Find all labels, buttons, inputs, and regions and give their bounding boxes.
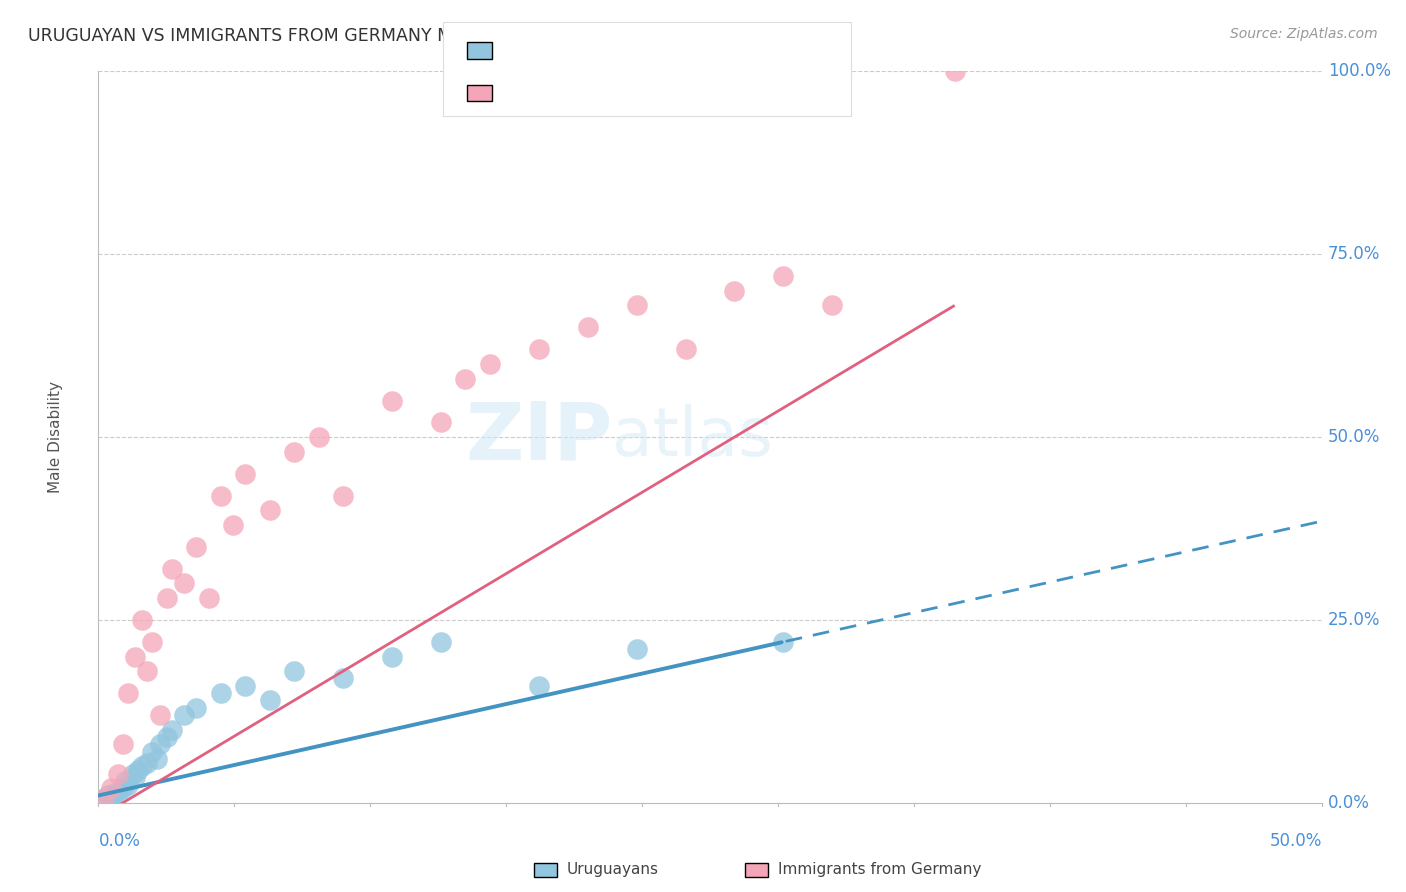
Point [233, 679, 256, 693]
Text: atlas: atlas [612, 404, 773, 470]
Point [186, 540, 208, 554]
Point [173, 576, 195, 591]
Point [117, 686, 139, 700]
Text: 50.0%: 50.0% [1327, 428, 1381, 446]
Point [233, 467, 256, 481]
Point [576, 320, 599, 334]
Text: 100.0%: 100.0% [1327, 62, 1391, 80]
Point [131, 613, 153, 627]
Point [675, 343, 697, 357]
Point [626, 298, 648, 312]
Text: 0.0%: 0.0% [1327, 794, 1369, 812]
Text: Uruguayans: Uruguayans [567, 863, 658, 877]
Point [381, 649, 404, 664]
Point [107, 787, 129, 801]
Point [100, 789, 122, 804]
Point [527, 679, 550, 693]
Point [478, 357, 501, 371]
Point [117, 777, 139, 792]
Point [626, 642, 648, 657]
Point [259, 693, 281, 707]
Point [381, 393, 404, 408]
Text: URUGUAYAN VS IMMIGRANTS FROM GERMANY MALE DISABILITY CORRELATION CHART: URUGUAYAN VS IMMIGRANTS FROM GERMANY MAL… [28, 27, 779, 45]
Text: R = 0.425   N = 30: R = 0.425 N = 30 [503, 42, 688, 60]
Point [107, 766, 129, 780]
Point [100, 781, 122, 796]
Point [332, 489, 354, 503]
Point [124, 649, 146, 664]
Point [430, 635, 453, 649]
Point [186, 700, 208, 714]
Point [332, 672, 354, 686]
Point [527, 343, 550, 357]
Point [114, 773, 136, 788]
Point [173, 708, 195, 723]
Text: Male Disability: Male Disability [48, 381, 63, 493]
Point [141, 745, 163, 759]
Point [97, 789, 120, 803]
Point [454, 371, 477, 385]
Point [146, 752, 169, 766]
Point [197, 591, 219, 605]
Point [136, 664, 159, 678]
Point [121, 766, 143, 780]
Point [149, 737, 172, 751]
Text: 75.0%: 75.0% [1327, 245, 1381, 263]
Text: R = 0.699   N = 34: R = 0.699 N = 34 [503, 84, 688, 102]
Point [111, 737, 134, 751]
Point [821, 298, 844, 312]
Point [91, 792, 114, 806]
Point [149, 708, 172, 723]
Point [283, 664, 305, 678]
Text: 0.0%: 0.0% [98, 832, 141, 850]
Point [259, 503, 281, 517]
Point [772, 269, 794, 284]
Point [156, 730, 179, 744]
Point [127, 763, 149, 777]
Point [124, 770, 146, 784]
Point [160, 562, 183, 576]
Text: Source: ZipAtlas.com: Source: ZipAtlas.com [1230, 27, 1378, 41]
Point [209, 686, 232, 700]
Text: ZIP: ZIP [465, 398, 612, 476]
Point [131, 759, 153, 773]
Point [104, 785, 127, 799]
Point [111, 781, 134, 796]
Text: Immigrants from Germany: Immigrants from Germany [778, 863, 981, 877]
Text: 25.0%: 25.0% [1327, 611, 1381, 629]
Point [160, 723, 183, 737]
Point [283, 444, 305, 458]
Point [943, 64, 966, 78]
Point [723, 284, 745, 298]
Point [308, 430, 330, 444]
Point [136, 756, 159, 770]
Point [430, 416, 453, 430]
Text: 50.0%: 50.0% [1270, 832, 1322, 850]
Point [222, 517, 245, 532]
Point [91, 792, 114, 806]
Point [141, 635, 163, 649]
Point [209, 489, 232, 503]
Point [156, 591, 179, 605]
Point [772, 635, 794, 649]
